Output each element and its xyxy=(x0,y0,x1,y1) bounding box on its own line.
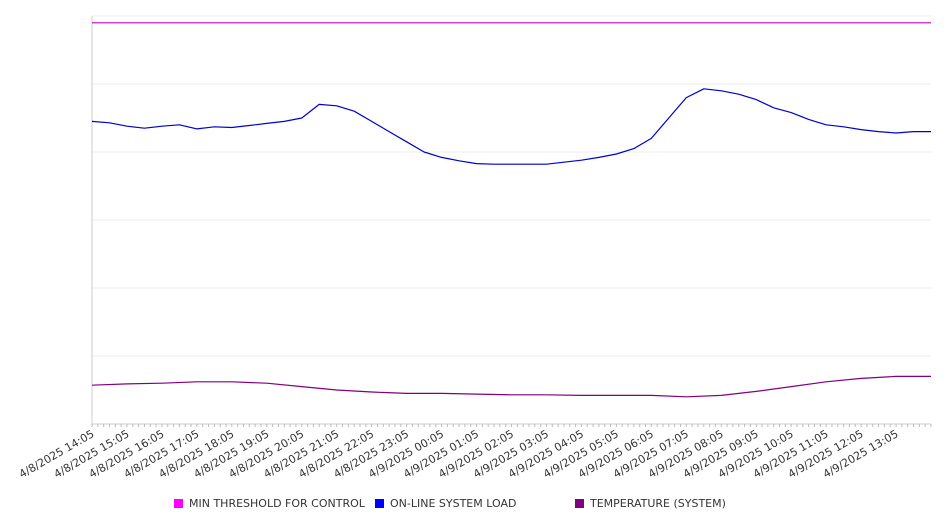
legend-item-system-load[interactable]: ON-LINE SYSTEM LOAD xyxy=(375,497,516,510)
legend-swatch-min-threshold xyxy=(174,499,183,508)
legend-item-min-threshold[interactable]: MIN THRESHOLD FOR CONTROL xyxy=(174,497,365,510)
series-line-1 xyxy=(91,88,931,165)
legend-label-min-threshold: MIN THRESHOLD FOR CONTROL xyxy=(189,497,365,510)
x-axis-ticks xyxy=(91,424,932,427)
legend-label-system-load: ON-LINE SYSTEM LOAD xyxy=(390,497,517,510)
legend-swatch-temperature xyxy=(575,499,584,508)
series-line-2 xyxy=(91,375,931,398)
series-lines xyxy=(91,22,931,398)
gridlines xyxy=(92,15,931,357)
legend-swatch-system-load xyxy=(375,499,384,508)
legend-item-temperature[interactable]: TEMPERATURE (SYSTEM) xyxy=(575,497,726,510)
x-axis-tick-labels: 4/8/2025 14:054/8/2025 15:054/8/2025 16:… xyxy=(17,427,901,481)
legend-label-temperature: TEMPERATURE (SYSTEM) xyxy=(590,497,726,510)
